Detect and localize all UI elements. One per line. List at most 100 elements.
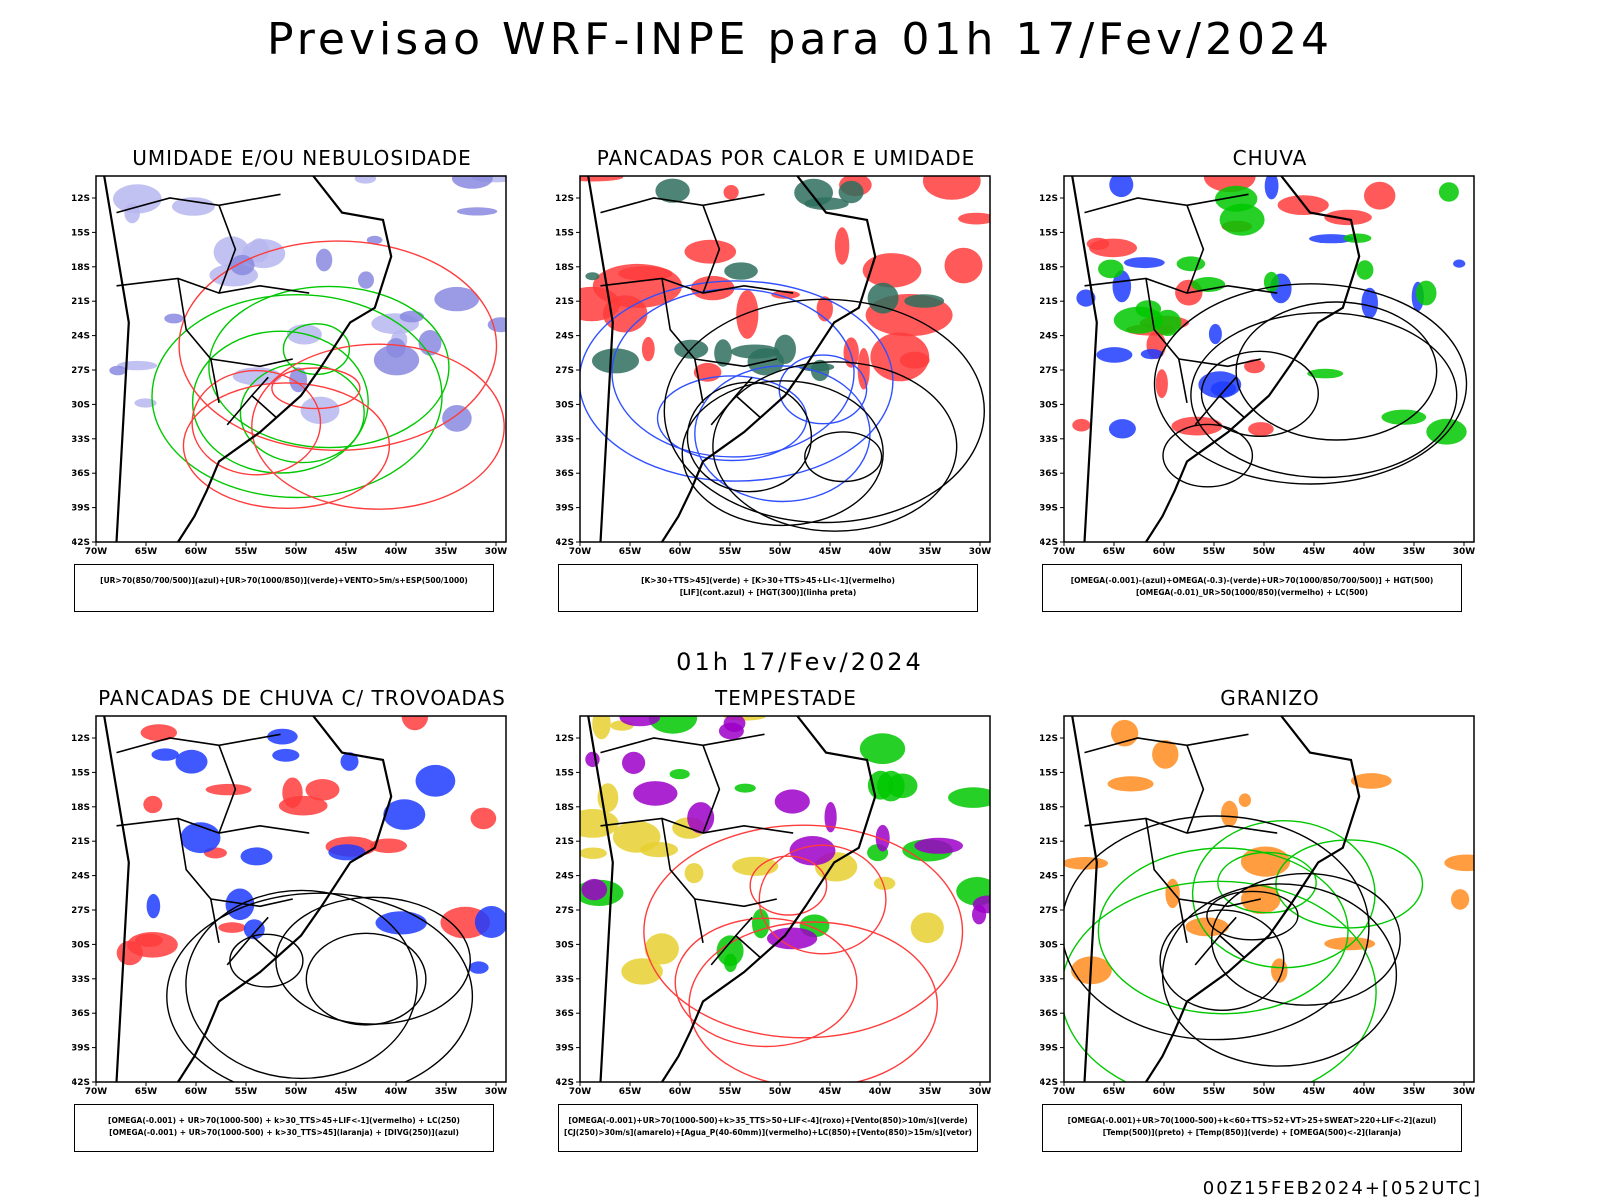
border-line [702, 205, 721, 294]
field-patch [143, 795, 163, 814]
field-patch [1451, 889, 1470, 910]
field-patch [1108, 419, 1136, 439]
border-line [116, 733, 281, 754]
border-line [226, 376, 269, 426]
field-patch [862, 253, 922, 288]
border-line [1186, 745, 1205, 834]
lon-label: 30W [485, 1087, 508, 1097]
lat-label: 15S [1040, 768, 1058, 778]
lon-label: 30W [485, 547, 508, 557]
field-patch [859, 733, 906, 765]
lat-label: 39S [1040, 504, 1058, 514]
lat-label: 33S [556, 975, 574, 985]
lat-label: 36S [1040, 1009, 1058, 1019]
field-patch [585, 272, 600, 281]
lat-label: 27S [72, 906, 90, 916]
lon-label: 45W [1303, 547, 1326, 557]
map-layer [1064, 716, 1474, 1082]
border-line [1219, 395, 1245, 419]
panel-legend: [UR>70(850/700/500)](azul)+[UR>70(1000/8… [74, 564, 494, 612]
field-patch [366, 235, 383, 245]
lon-label: 45W [335, 547, 358, 557]
lat-label: 24S [1040, 332, 1058, 342]
panel-legend: [K>30+TTS>45](verde) + [K>30+TTS>45+LI<-… [558, 564, 978, 612]
panel-title: PANCADAS DE CHUVA C/ TROVOADAS [98, 686, 506, 710]
field-patch [1165, 878, 1180, 909]
lon-label: 30W [1453, 1087, 1476, 1097]
field-patch [1361, 287, 1378, 319]
legend-line: [OMEGA(-0.001)+UR>70(1000-500)+k<60+TTS>… [1067, 1116, 1437, 1125]
lon-label: 50W [1253, 547, 1276, 557]
panel-title: UMIDADE E/OU NEBULOSIDADE [132, 146, 472, 170]
lon-label: 65W [135, 547, 158, 557]
map-layer [580, 176, 990, 542]
panel-title: TEMPESTADE [715, 686, 857, 710]
coastline [1145, 176, 1361, 542]
panel-title: PANCADAS POR CALOR E UMIDADE [596, 146, 976, 170]
lat-label: 39S [556, 504, 574, 514]
page-title: Previsao WRF-INPE para 01h 17/Fev/2024 [267, 14, 1333, 65]
field-patch [714, 339, 732, 367]
map-background [96, 176, 506, 542]
border-line [735, 935, 761, 959]
lon-label: 55W [719, 1087, 742, 1097]
lon-label: 50W [1253, 1087, 1276, 1097]
field-patch [218, 922, 246, 933]
map-background [580, 716, 990, 1082]
contour-line [1064, 815, 1370, 1041]
legend-line: [CJ(250)>30m/s](amarelo)+[Agua_P(40-60mm… [564, 1128, 972, 1137]
field-patch [134, 398, 157, 408]
lat-label: 15S [556, 228, 574, 238]
border-line [710, 916, 753, 966]
panel-granizo: GRANIZO 12S 15S 18S 21S 24S 27S 30S 33S 36S 39S 42… [1040, 686, 1480, 1166]
border-line [251, 935, 277, 959]
contour-line [712, 361, 958, 532]
field-patch [592, 716, 611, 740]
coastline [177, 716, 393, 1082]
lon-label: 40W [869, 1087, 892, 1097]
west-coastline [1071, 716, 1098, 1082]
field-patch [474, 906, 506, 938]
lat-label: 21S [72, 837, 90, 847]
contour-line [208, 285, 450, 449]
field-patch [456, 207, 498, 216]
lat-label: 12S [556, 194, 574, 204]
contour-line [251, 343, 505, 510]
lon-label: 30W [969, 1087, 992, 1097]
field-patch [230, 254, 255, 276]
field-patch [1109, 176, 1134, 198]
lat-label: 27S [1040, 366, 1058, 376]
lon-label: 45W [335, 1087, 358, 1097]
field-patch [1343, 233, 1372, 243]
lat-label: 36S [72, 1009, 90, 1019]
field-patch [648, 716, 698, 734]
field-patch [690, 275, 735, 301]
field-patch [838, 180, 864, 204]
west-coastline [1071, 176, 1098, 542]
field-patch [468, 961, 489, 974]
coastline [661, 716, 877, 1082]
field-patch [470, 807, 497, 830]
panel-legend: [OMEGA(-0.001)+UR>70(1000-500)+k>35_TTS>… [558, 1104, 978, 1152]
lat-label: 39S [1040, 1044, 1058, 1054]
panel-trovoadas: PANCADAS DE CHUVA C/ TROVOADAS 12S 15S 18S… [72, 686, 512, 1166]
field-patch [867, 282, 899, 314]
field-patch [910, 912, 944, 944]
field-patch [434, 286, 480, 312]
lon-label: 45W [1303, 1087, 1326, 1097]
coastline [177, 176, 393, 542]
lon-label: 70W [85, 547, 108, 557]
contour-line [151, 294, 443, 499]
border-line [177, 818, 220, 944]
field-patch [375, 911, 427, 935]
field-patch [1171, 416, 1223, 436]
lat-label: 30S [1040, 940, 1058, 950]
contour-line [758, 844, 887, 955]
field-patch [328, 844, 366, 861]
field-patch [399, 310, 424, 323]
lat-label: 39S [556, 1044, 574, 1054]
border-line [218, 205, 237, 294]
field-patch [621, 958, 663, 985]
